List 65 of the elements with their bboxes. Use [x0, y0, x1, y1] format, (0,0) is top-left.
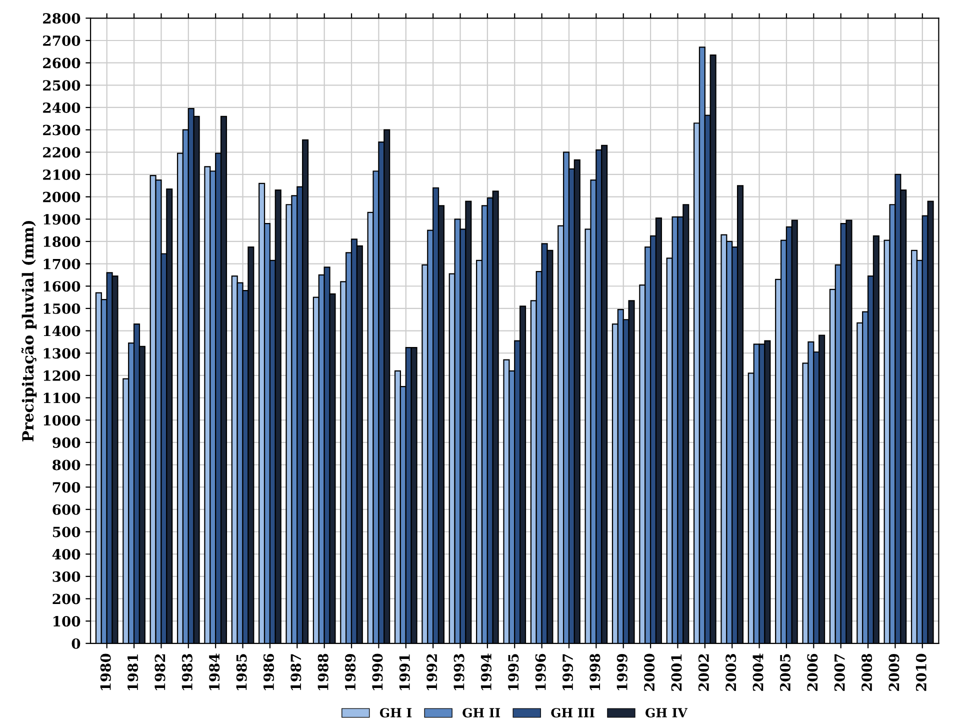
y-tick-label: 900: [52, 437, 80, 448]
x-tick-label: 1996: [535, 654, 546, 690]
y-tick-label: 1400: [44, 326, 80, 336]
x-tick-label: 2004: [752, 654, 764, 691]
y-tick-label: 1900: [44, 214, 80, 225]
y-tick-label: 100: [54, 616, 80, 627]
y-tick-label: 300: [52, 571, 80, 582]
y-tick-label: 400: [52, 549, 80, 560]
x-tick-label: 1994: [480, 654, 492, 690]
x-tick-label: 1991: [399, 654, 410, 690]
y-axis-title: Precipitação pluvial (mm): [21, 220, 37, 442]
y-tick-label: 500: [52, 526, 80, 538]
x-tick-label: 1986: [263, 654, 274, 690]
x-tick-label: 2000: [644, 654, 655, 691]
x-tick-label: 2002: [698, 654, 709, 691]
y-tick-label: 2400: [43, 102, 80, 113]
x-tick-label: 1992: [426, 654, 438, 690]
x-tick-label: 1981: [128, 654, 138, 690]
y-tick-label: 200: [52, 594, 80, 604]
y-tick-label: 0: [72, 638, 80, 649]
y-tick-label: 1600: [44, 281, 80, 292]
x-tick-label: 2005: [780, 654, 790, 691]
x-tick-label: 1993: [454, 654, 464, 690]
y-tick-label: 2600: [43, 58, 80, 68]
y-tick-label: 2100: [43, 169, 80, 180]
x-tick-label: 2010: [916, 654, 926, 691]
x-tick-label: 1995: [508, 654, 519, 690]
y-tick-label: 2800: [43, 13, 80, 24]
x-tick-label: 1989: [345, 654, 356, 690]
x-tick-label: 1980: [100, 654, 111, 690]
x-tick-label: 1985: [236, 654, 247, 690]
y-tick-label: 2300: [43, 124, 80, 136]
x-tick-label: 1999: [616, 654, 628, 690]
x-tick-label: 2009: [888, 654, 900, 691]
y-tick-label: 1200: [44, 370, 80, 381]
y-tick-label: 1700: [44, 258, 80, 270]
x-tick-label: 1984: [209, 654, 220, 690]
y-tick-label: 1800: [44, 236, 80, 247]
y-tick-label: 1000: [44, 415, 80, 426]
x-tick-label: 2007: [834, 654, 845, 691]
x-tick-label: 1982: [154, 654, 166, 690]
y-tick-label: 1500: [44, 303, 80, 314]
x-tick-label: 1997: [562, 654, 574, 690]
y-tick-label: 2200: [43, 147, 80, 158]
y-tick-label: 1100: [44, 392, 80, 404]
x-tick-label: 1983: [182, 654, 192, 690]
x-tick-label: 2001: [671, 654, 682, 691]
y-tick-label: 1300: [44, 348, 80, 359]
legend-label: GH III: [551, 708, 594, 718]
y-tick-label: 800: [52, 460, 80, 470]
legend-label: GH IV: [646, 708, 688, 718]
legend-label: GH I: [380, 708, 412, 718]
y-tick-label: 600: [52, 504, 80, 515]
x-tick-label: 1988: [318, 654, 328, 690]
y-tick-label: 2500: [43, 80, 80, 91]
x-tick-label: 2006: [807, 654, 818, 691]
y-tick-label: 2000: [43, 192, 80, 202]
legend-label: GH II: [462, 708, 500, 718]
y-tick-label: 2700: [43, 35, 80, 46]
x-tick-label: 2008: [862, 654, 872, 691]
x-tick-label: 1998: [590, 654, 600, 690]
x-tick-label: 1987: [290, 654, 302, 690]
x-tick-label: 1990: [372, 654, 383, 690]
x-tick-label: 2003: [726, 654, 736, 691]
y-tick-label: 700: [52, 482, 80, 493]
